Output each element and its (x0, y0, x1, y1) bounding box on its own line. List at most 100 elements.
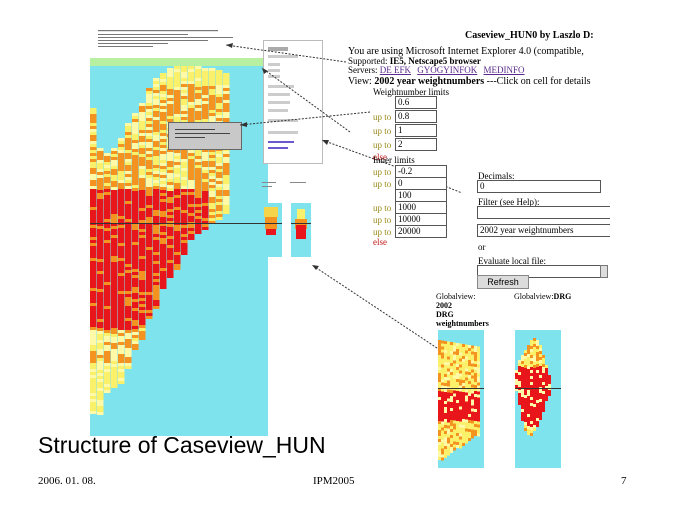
heatmap-cell[interactable] (111, 358, 118, 361)
heatmap-cell[interactable] (181, 237, 188, 240)
heatmap-cell[interactable] (209, 113, 216, 116)
heatmap-cell[interactable] (139, 148, 146, 151)
heatmap-cell[interactable] (153, 210, 160, 213)
heatmap-cell[interactable] (90, 255, 97, 258)
heatmap-cell[interactable] (195, 93, 202, 96)
heatmap-cell[interactable] (104, 324, 111, 327)
heatmap-cell[interactable] (132, 275, 139, 278)
heatmap-cell[interactable] (209, 107, 216, 110)
heatmap-cell[interactable] (97, 337, 104, 340)
heatmap-cell[interactable] (90, 180, 97, 183)
heatmap-cell[interactable] (153, 228, 160, 231)
heatmap-cell[interactable] (125, 270, 132, 273)
heatmap-cell[interactable] (146, 151, 153, 154)
heatmap-cell[interactable] (209, 185, 216, 188)
heatmap-cell[interactable] (125, 318, 132, 321)
heatmap-cell[interactable] (146, 175, 153, 178)
heatmap-cell[interactable] (174, 261, 181, 264)
heatmap-cell[interactable] (202, 179, 209, 182)
heatmap-cell[interactable] (104, 255, 111, 258)
heatmap-cell[interactable] (97, 196, 104, 199)
heatmap-cell[interactable] (195, 111, 202, 114)
heatmap-cell[interactable] (146, 226, 153, 229)
heatmap-cell[interactable] (132, 221, 139, 224)
heatmap-cell[interactable] (104, 345, 111, 348)
heatmap-cell[interactable] (167, 155, 174, 158)
heatmap-cell[interactable] (104, 357, 111, 360)
heatmap-cell[interactable] (125, 186, 132, 189)
heatmap-cell[interactable] (125, 327, 132, 330)
heatmap-cell[interactable] (118, 177, 125, 180)
heatmap-cell[interactable] (139, 169, 146, 172)
heatmap-cell[interactable] (90, 117, 97, 120)
heatmap-cell[interactable] (153, 201, 160, 204)
heatmap-cell[interactable] (209, 221, 216, 224)
heatmap-cell[interactable] (167, 107, 174, 110)
heatmap-cell[interactable] (216, 115, 223, 118)
heatmap-cell[interactable] (125, 189, 132, 192)
heatmap-cell[interactable] (174, 219, 181, 222)
heatmap-cell[interactable] (167, 185, 174, 188)
heatmap-cell[interactable] (139, 130, 146, 133)
heatmap-cell[interactable] (90, 300, 97, 303)
heatmap-cell[interactable] (104, 267, 111, 270)
heatmap-cell[interactable] (209, 89, 216, 92)
heatmap-cell[interactable] (125, 174, 132, 177)
heatmap-cell[interactable] (167, 173, 174, 176)
heatmap-cell[interactable] (118, 279, 125, 282)
heatmap-cell[interactable] (125, 183, 132, 186)
heatmap-cell[interactable] (195, 201, 202, 204)
heatmap-cell[interactable] (153, 297, 160, 300)
heatmap-cell[interactable] (97, 310, 104, 313)
heatmap-cell[interactable] (104, 336, 111, 339)
heatmap-cell[interactable] (160, 283, 167, 286)
heatmap-cell[interactable] (90, 264, 97, 267)
heatmap-cell[interactable] (160, 112, 167, 115)
heatmap-cell[interactable] (111, 169, 118, 172)
heatmap-cell[interactable] (160, 148, 167, 151)
heatmap-cell[interactable] (118, 273, 125, 276)
heatmap-cell[interactable] (146, 268, 153, 271)
heatmap-cell[interactable] (118, 297, 125, 300)
heatmap-cell[interactable] (132, 242, 139, 245)
heatmap-cell[interactable] (104, 264, 111, 267)
heatmap-cell[interactable] (174, 237, 181, 240)
heatmap-cell[interactable] (195, 69, 202, 72)
heatmap-cell[interactable] (209, 98, 216, 101)
heatmap-cell[interactable] (174, 96, 181, 99)
heatmap-cell[interactable] (132, 335, 139, 338)
heatmap-cell[interactable] (132, 320, 139, 323)
heatmap-cell[interactable] (139, 307, 146, 310)
heatmap-cell[interactable] (188, 237, 195, 240)
heatmap-cell[interactable] (181, 240, 188, 243)
heatmap-cell[interactable] (188, 168, 195, 171)
heatmap-cell[interactable] (167, 149, 174, 152)
heatmap-cell[interactable] (97, 217, 104, 220)
heatmap-cell[interactable] (90, 294, 97, 297)
heatmap-cell[interactable] (125, 228, 132, 231)
heatmap-cell[interactable] (202, 170, 209, 173)
heatmap-cell[interactable] (223, 109, 230, 112)
heatmap-cell[interactable] (146, 106, 153, 109)
heatmap-cell[interactable] (146, 142, 153, 145)
heatmap-cell[interactable] (209, 197, 216, 200)
heatmap-cell[interactable] (118, 267, 125, 270)
heatmap-cell[interactable] (146, 286, 153, 289)
heatmap-cell[interactable] (153, 192, 160, 195)
heatmap-cell[interactable] (125, 282, 132, 285)
heatmap-cell[interactable] (97, 376, 104, 379)
heatmap-cell[interactable] (202, 167, 209, 170)
heatmap-cell[interactable] (146, 271, 153, 274)
heatmap-cell[interactable] (111, 334, 118, 337)
heatmap-cell[interactable] (139, 265, 146, 268)
heatmap-cell[interactable] (223, 91, 230, 94)
heatmap-cell[interactable] (160, 172, 167, 175)
heatmap-cell[interactable] (153, 165, 160, 168)
heatmap-cell[interactable] (223, 106, 230, 109)
heatmap-cell[interactable] (181, 177, 188, 180)
heatmap-cell[interactable] (181, 198, 188, 201)
heatmap-cell[interactable] (139, 202, 146, 205)
heatmap-cell[interactable] (118, 153, 125, 156)
heatmap-cell[interactable] (209, 77, 216, 80)
heatmap-cell[interactable] (153, 141, 160, 144)
